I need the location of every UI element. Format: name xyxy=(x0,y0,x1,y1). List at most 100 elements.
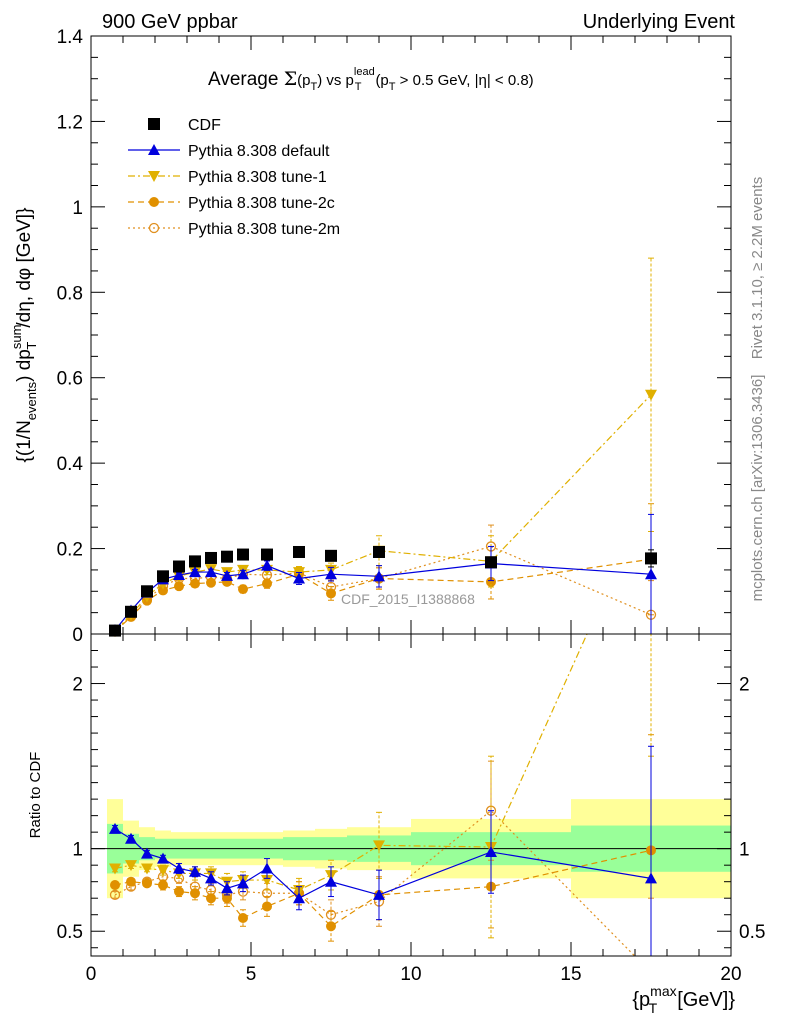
ratio-y-tick-label: 1 xyxy=(72,840,83,861)
main-y-tick-label: 0.8 xyxy=(57,283,83,304)
main-panel: 0 0.2 0.4 0.6 0.8 1 1.2 1.4 Average Σ(pT) vs pl… xyxy=(9,27,732,646)
legend: CDF Pythia 8.308 default Pythia 8.308 tune… xyxy=(128,117,340,238)
ratio-y-ticks xyxy=(91,650,731,949)
legend-marker xyxy=(149,197,159,207)
ratio-point xyxy=(373,888,385,900)
ratio-point xyxy=(325,875,337,887)
ratio-point xyxy=(261,875,273,887)
legend-entry: Pythia 8.308 tune-1 xyxy=(128,169,327,186)
main-point xyxy=(205,566,217,578)
legend-marker xyxy=(148,144,160,155)
main-point xyxy=(293,545,305,558)
ratio-point xyxy=(109,863,121,875)
ratio-y-tick-label-right: 1 xyxy=(739,840,750,861)
main-y-tick-label: 1.4 xyxy=(57,27,84,48)
rivet-label: Rivet 3.1.10, ≥ 2.2M events xyxy=(749,177,766,360)
ratio-point xyxy=(141,847,153,859)
main-point xyxy=(261,559,273,571)
legend-entry: Pythia 8.308 tune-2m xyxy=(128,221,340,238)
mcplots-label: mcplots.cern.ch [arXiv:1306.3436] xyxy=(749,375,766,602)
ratio-point xyxy=(158,879,168,890)
main-y-ticks xyxy=(91,35,731,635)
ratio-point xyxy=(205,872,217,884)
legend-marker xyxy=(148,171,160,182)
main-y-tick-label: 0.2 xyxy=(57,540,83,561)
ratio-point xyxy=(206,893,216,904)
main-point xyxy=(645,389,657,401)
main-y-tick-label: 1.2 xyxy=(57,112,83,133)
main-y-tick-label: 0.4 xyxy=(57,454,84,475)
ratio-x-tick-labels: 0 5 10 15 20 xyxy=(86,964,742,985)
main-point xyxy=(325,549,337,562)
main-point xyxy=(125,605,137,618)
main-point xyxy=(221,550,233,563)
ratio-point xyxy=(293,892,305,904)
ratio-point xyxy=(190,888,200,899)
ratio-point xyxy=(126,876,136,887)
ratio-point xyxy=(157,852,169,864)
x-tick-label: 10 xyxy=(400,964,421,985)
legend-label: CDF xyxy=(188,117,221,134)
main-series-layer xyxy=(109,257,657,638)
watermark: CDF_2015_I1388868 xyxy=(341,591,475,607)
main-point xyxy=(205,551,217,564)
x-axis-label: {pmax T [GeV]} xyxy=(632,983,735,1016)
main-point xyxy=(326,588,336,599)
main-y-axis-label: {(1/Nevents) dpsumT/dη, dφ [GeV]} xyxy=(9,208,39,463)
main-point xyxy=(173,560,185,573)
main-point xyxy=(157,570,169,583)
main-point xyxy=(109,624,121,637)
main-point xyxy=(141,585,153,598)
ratio-x-ticks xyxy=(90,634,732,956)
main-point xyxy=(237,548,249,561)
svg-text:{(1/Nevents) dpsumT/dη, dφ [Ge: {(1/Nevents) dpsumT/dη, dφ [GeV]} xyxy=(9,208,39,463)
ratio-point xyxy=(125,860,137,872)
main-y-tick-label: 0.6 xyxy=(57,369,83,390)
ratio-point xyxy=(262,901,272,912)
ratio-point xyxy=(173,862,185,874)
main-point xyxy=(206,577,216,588)
main-point xyxy=(173,569,185,581)
ratio-point xyxy=(645,872,657,884)
legend-marker xyxy=(148,222,160,234)
main-point xyxy=(174,581,184,592)
main-y-tick-labels: 0 0.2 0.4 0.6 0.8 1 1.2 1.4 xyxy=(57,27,84,646)
ratio-point xyxy=(373,840,385,852)
x-tick-label: 0 xyxy=(86,964,97,985)
ratio-y-axis-label: Ratio to CDF xyxy=(27,752,44,839)
main-point xyxy=(221,569,233,581)
legend-entry: CDF xyxy=(148,117,221,134)
ratio-y-tick-label-right: 2 xyxy=(739,675,750,696)
main-x-ticks xyxy=(90,36,732,634)
main-y-tick-label: 0 xyxy=(72,625,83,646)
x-tick-label: 15 xyxy=(560,964,581,985)
ratio-y-tick-label: 2 xyxy=(72,675,83,696)
ratio-series xyxy=(109,745,657,956)
ratio-point xyxy=(189,865,201,877)
main-point xyxy=(373,545,385,558)
main-point xyxy=(158,585,168,596)
ratio-point xyxy=(485,845,497,857)
legend-label: Pythia 8.308 tune-1 xyxy=(188,169,327,186)
ratio-point xyxy=(141,863,153,875)
legend-marker xyxy=(148,118,160,130)
ratio-point xyxy=(261,862,273,874)
ratio-y-tick-label-right: 0.5 xyxy=(739,922,765,943)
legend-entry: Pythia 8.308 default xyxy=(128,143,330,160)
header-right: Underlying Event xyxy=(583,11,736,33)
ratio-point xyxy=(142,878,152,889)
header-left: 900 GeV ppbar xyxy=(102,11,238,33)
x-tick-label: 5 xyxy=(246,964,257,985)
ratio-point xyxy=(110,879,120,890)
main-point xyxy=(373,570,385,582)
ratio-point xyxy=(222,893,232,904)
legend-entry: Pythia 8.308 tune-2c xyxy=(128,195,335,212)
ratio-y-tick-label: 0.5 xyxy=(57,922,83,943)
ratio-line xyxy=(114,809,636,956)
main-point xyxy=(261,548,273,561)
ratio-y-tick-labels: 0.5 0.5 1 1 2 2 xyxy=(57,675,766,944)
legend-label: Pythia 8.308 tune-2c xyxy=(188,195,335,212)
main-point xyxy=(485,556,497,569)
ratio-point xyxy=(174,886,184,897)
